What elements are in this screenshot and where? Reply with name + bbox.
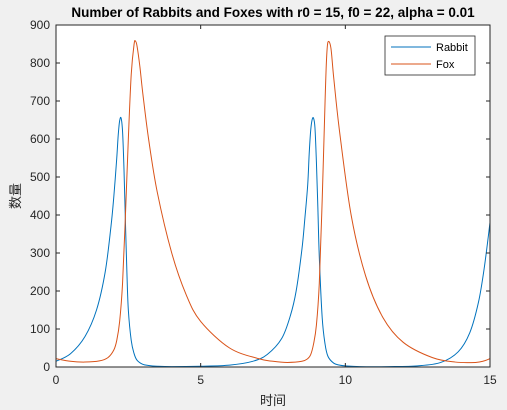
series-line-rabbit [55,116,491,368]
x-axis-label: 时间 [260,394,286,409]
x-tick-label: 10 [339,373,353,387]
series-layer [55,39,491,368]
y-tick-label: 400 [30,208,50,222]
y-tick-label: 900 [30,18,50,32]
chart-title: Number of Rabbits and Foxes with r0 = 15… [71,5,475,20]
x-tick-label: 15 [483,373,497,387]
y-tick-label: 500 [30,170,50,184]
axes-box [55,24,491,368]
x-tick-label: 5 [197,373,204,387]
x-axis: 0 5 10 15 [53,25,497,387]
y-axis: 0 100 200 300 400 500 600 700 800 900 [30,18,490,374]
y-tick-label: 0 [43,360,50,374]
y-tick-label: 600 [30,132,50,146]
x-tick-label: 0 [53,373,60,387]
series-line-fox [55,39,491,364]
plot-area [56,25,490,367]
legend-box [384,35,476,76]
y-tick-label: 700 [30,94,50,108]
legend: Rabbit Fox [384,35,476,76]
y-tick-label: 300 [30,246,50,260]
y-tick-label: 100 [30,322,50,336]
legend-label-rabbit: Rabbit [436,42,468,54]
y-tick-label: 200 [30,284,50,298]
y-tick-label: 800 [30,56,50,70]
y-axis-label: 数量 [9,183,24,209]
legend-label-fox: Fox [436,59,455,71]
